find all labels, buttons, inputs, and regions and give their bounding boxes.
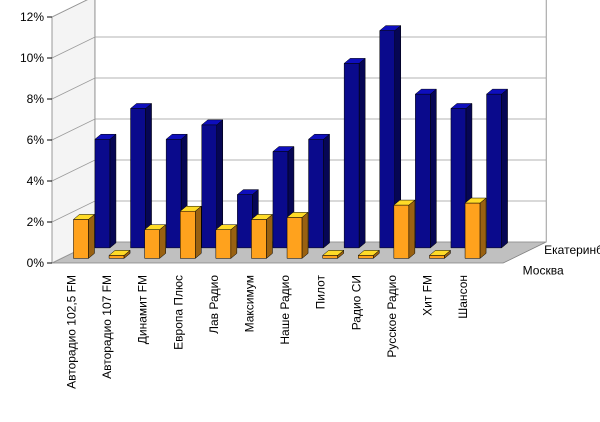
bar <box>307 133 331 249</box>
bar <box>201 119 224 249</box>
bar <box>94 133 117 249</box>
x-category-label: Шансон <box>456 275 470 319</box>
y-tick-label: 6% <box>27 133 45 147</box>
x-category-label: Максимум <box>243 275 257 332</box>
bar <box>343 57 366 249</box>
bar <box>357 249 380 259</box>
y-tick-label: 0% <box>27 256 45 270</box>
bar <box>321 249 345 259</box>
x-category-label: Европа Плюс <box>171 275 185 350</box>
x-category-label: Пилот <box>314 275 328 310</box>
y-tick-label: 8% <box>27 92 45 106</box>
bar <box>108 249 131 259</box>
bar <box>72 213 96 259</box>
bar <box>414 88 438 249</box>
series-label: Екатеринбург <box>544 243 600 257</box>
x-category-label: Динамит FM <box>136 275 150 344</box>
bar <box>485 88 509 249</box>
y-axis-ticks: 0% 2% 4% 6% 8% 10% 12% <box>20 10 44 270</box>
y-tick-label: 12% <box>20 10 44 24</box>
series-label: Москва <box>523 263 564 277</box>
x-category-label: Авторадио 107 FM <box>100 275 114 379</box>
bar <box>379 25 402 249</box>
bar <box>428 249 452 259</box>
bar <box>464 197 487 259</box>
bar <box>129 102 153 249</box>
x-category-label: Лав Радио <box>207 275 221 334</box>
gridline <box>51 0 88 18</box>
bar <box>286 211 309 259</box>
bar <box>179 205 202 259</box>
bar <box>250 213 274 259</box>
x-axis-categories: Авторадио 102,5 FM Авторадио 107 FM Динами… <box>65 275 471 389</box>
x-category-label: Наше Радио <box>278 275 292 345</box>
bar <box>215 224 238 259</box>
x-category-label: Авторадио 102,5 FM <box>65 275 79 389</box>
y-tick-label: 2% <box>27 215 45 229</box>
y-tick-label: 4% <box>27 174 45 188</box>
x-category-label: Русское Радио <box>385 275 399 358</box>
bar <box>393 199 416 259</box>
series-axis-labels: Екатеринбург Москва <box>523 243 600 278</box>
bar <box>143 224 167 259</box>
bars <box>72 25 509 259</box>
y-tick-label: 10% <box>20 51 44 65</box>
x-category-label: Радио СИ <box>349 275 363 330</box>
x-category-label: Хит FM <box>421 275 435 316</box>
